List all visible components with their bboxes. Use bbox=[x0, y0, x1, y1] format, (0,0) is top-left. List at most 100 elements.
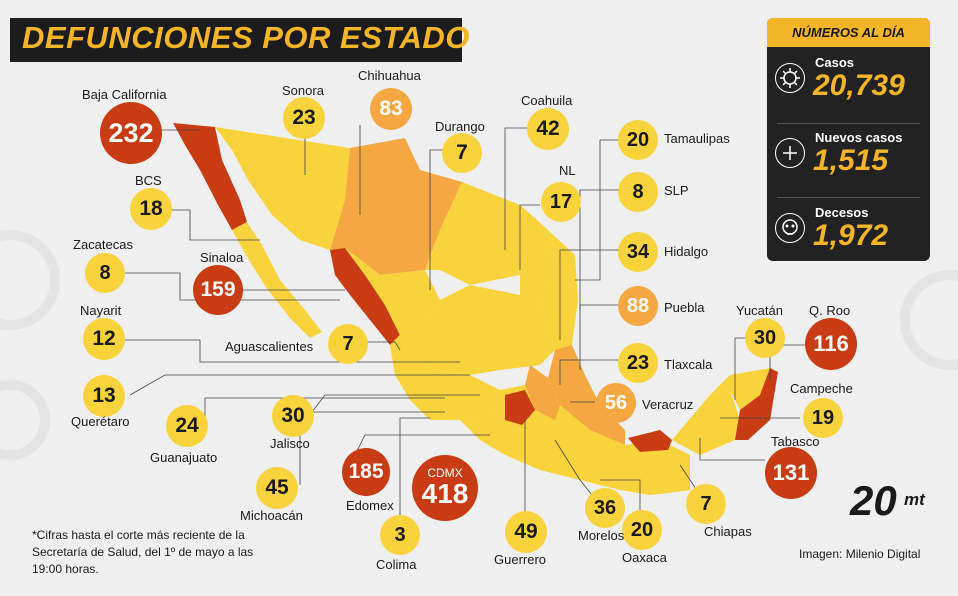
virus-icon bbox=[775, 63, 805, 93]
map-state-bcs bbox=[232, 222, 322, 338]
state-bubble-oaxaca: 20 bbox=[622, 510, 662, 550]
background-virus-decoration bbox=[900, 270, 958, 370]
state-bubble-cdmx: CDMX 418 bbox=[412, 455, 478, 521]
state-label-sinaloa: Sinaloa bbox=[200, 250, 244, 265]
map-state-edomex bbox=[505, 390, 535, 425]
state-bubble-nl: 17 bbox=[541, 182, 581, 222]
stat-cases-label: Casos bbox=[815, 55, 855, 70]
state-label-puebla: Puebla bbox=[664, 300, 705, 315]
state-label-baja-california: Baja California bbox=[82, 87, 167, 102]
title-bar bbox=[10, 18, 462, 62]
state-bubble-chihuahua: 83 bbox=[370, 88, 412, 130]
map-state-tabasco bbox=[628, 430, 672, 452]
state-label-nl: NL bbox=[559, 163, 576, 178]
state-bubble-coahuila: 42 bbox=[527, 108, 569, 150]
state-label-queretaro: Querétaro bbox=[71, 414, 130, 429]
state-bubble-sonora: 23 bbox=[283, 97, 325, 139]
stats-divider bbox=[777, 123, 920, 124]
page-title: DEFUNCIONES POR ESTADO bbox=[22, 20, 470, 55]
state-bubble-guanajuato: 24 bbox=[166, 405, 208, 447]
stats-divider bbox=[777, 197, 920, 198]
stats-panel: NÚMEROS AL DÍA Casos 20,739 Nuevos ca bbox=[767, 18, 930, 261]
state-bubble-chiapas: 7 bbox=[686, 484, 726, 524]
state-label-chihuahua: Chihuahua bbox=[358, 68, 421, 83]
state-label-nayarit: Nayarit bbox=[80, 303, 122, 318]
state-label-slp: SLP bbox=[664, 183, 689, 198]
state-label-hidalgo: Hidalgo bbox=[664, 244, 709, 259]
plus-icon bbox=[775, 138, 805, 168]
stat-deaths-label: Decesos bbox=[815, 205, 869, 220]
state-label-durango: Durango bbox=[435, 119, 485, 134]
map-state-baja-california bbox=[173, 123, 247, 230]
map-state-yucatan bbox=[710, 368, 770, 410]
state-bubble-veracruz: 56 bbox=[596, 383, 636, 423]
state-label-morelos: Morelos bbox=[578, 528, 625, 543]
state-bubble-q-roo: 116 bbox=[805, 318, 857, 370]
state-bubble-zacatecas: 8 bbox=[85, 253, 125, 293]
state-label-cdmx: CDMX bbox=[427, 466, 463, 480]
stat-deaths-value: 1,972 bbox=[813, 219, 889, 252]
map-state-central bbox=[400, 285, 555, 375]
state-label-bcs: BCS bbox=[135, 173, 162, 188]
logo-number: 20 bbox=[850, 477, 897, 524]
state-bubble-morelos: 36 bbox=[585, 488, 625, 528]
state-bubble-jalisco: 30 bbox=[272, 395, 314, 437]
state-bubble-slp: 8 bbox=[618, 172, 658, 212]
state-bubble-yucatan: 30 bbox=[745, 318, 785, 358]
map-state-durango bbox=[345, 248, 440, 335]
state-bubble-durango: 7 bbox=[442, 133, 482, 173]
map-state-nl bbox=[520, 205, 555, 300]
map-state-campeche bbox=[672, 390, 740, 455]
state-label-tamaulipas: Tamaulipas bbox=[664, 131, 730, 146]
state-label-aguascalientes: Aguascalientes bbox=[225, 339, 314, 354]
state-label-michoacan: Michoacán bbox=[240, 508, 303, 523]
state-bubble-aguascalientes: 7 bbox=[328, 324, 368, 364]
map-state-sinaloa bbox=[330, 248, 400, 345]
state-bubble-tabasco: 131 bbox=[765, 447, 817, 499]
state-label-sonora: Sonora bbox=[282, 83, 324, 98]
state-bubble-tamaulipas: 20 bbox=[618, 120, 658, 160]
background-virus-decoration bbox=[0, 230, 60, 330]
map-state-chiapas bbox=[640, 450, 690, 494]
state-label-yucatan: Yucatán bbox=[736, 303, 783, 318]
state-label-chiapas: Chiapas bbox=[704, 524, 752, 539]
skull-icon bbox=[775, 213, 805, 243]
state-bubble-hidalgo: 34 bbox=[618, 232, 658, 272]
stats-panel-heading: NÚMEROS AL DÍA bbox=[767, 18, 930, 47]
state-bubble-queretaro: 13 bbox=[83, 375, 125, 417]
state-label-veracruz: Veracruz bbox=[642, 397, 694, 412]
state-label-colima: Colima bbox=[376, 557, 417, 572]
state-label-campeche: Campeche bbox=[790, 381, 853, 396]
stat-new-cases-label: Nuevos casos bbox=[815, 130, 903, 145]
map-state-tamaulipas bbox=[540, 230, 578, 350]
stat-new-cases: Nuevos casos 1,515 bbox=[767, 126, 930, 196]
stat-cases: Casos 20,739 bbox=[767, 51, 930, 121]
stat-deaths: Decesos 1,972 bbox=[767, 201, 930, 261]
state-bubble-colima: 3 bbox=[380, 515, 420, 555]
state-label-edomex: Edomex bbox=[346, 498, 394, 513]
state-label-guanajuato: Guanajuato bbox=[150, 450, 218, 465]
map-state-sonora bbox=[215, 127, 350, 250]
map-state-q-roo bbox=[735, 368, 778, 440]
map-state-coahuila bbox=[425, 182, 530, 285]
state-bubble-puebla: 88 bbox=[618, 286, 658, 326]
background-virus-decoration bbox=[0, 380, 50, 460]
state-label-q-roo: Q. Roo bbox=[809, 303, 851, 318]
state-bubble-baja-california: 232 bbox=[100, 102, 162, 164]
state-label-guerrero: Guerrero bbox=[494, 552, 547, 567]
state-bubble-edomex: 185 bbox=[342, 448, 390, 496]
map-state-west bbox=[390, 335, 500, 420]
state-label-tabasco: Tabasco bbox=[771, 434, 820, 449]
map-state-puebla bbox=[525, 365, 560, 420]
state-bubble-guerrero: 49 bbox=[505, 511, 547, 553]
state-label-tlaxcala: Tlaxcala bbox=[664, 357, 713, 372]
stat-new-cases-value: 1,515 bbox=[813, 144, 889, 177]
state-bubble-nayarit: 12 bbox=[83, 318, 125, 360]
state-label-zacatecas: Zacatecas bbox=[73, 237, 133, 252]
footnote: *Cifras hasta el corte más reciente de l… bbox=[32, 528, 254, 576]
stat-cases-value: 20,739 bbox=[813, 69, 905, 102]
image-credit: Imagen: Milenio Digital bbox=[799, 547, 921, 561]
state-label-jalisco: Jalisco bbox=[270, 436, 310, 451]
logo-text: mt bbox=[904, 490, 925, 509]
